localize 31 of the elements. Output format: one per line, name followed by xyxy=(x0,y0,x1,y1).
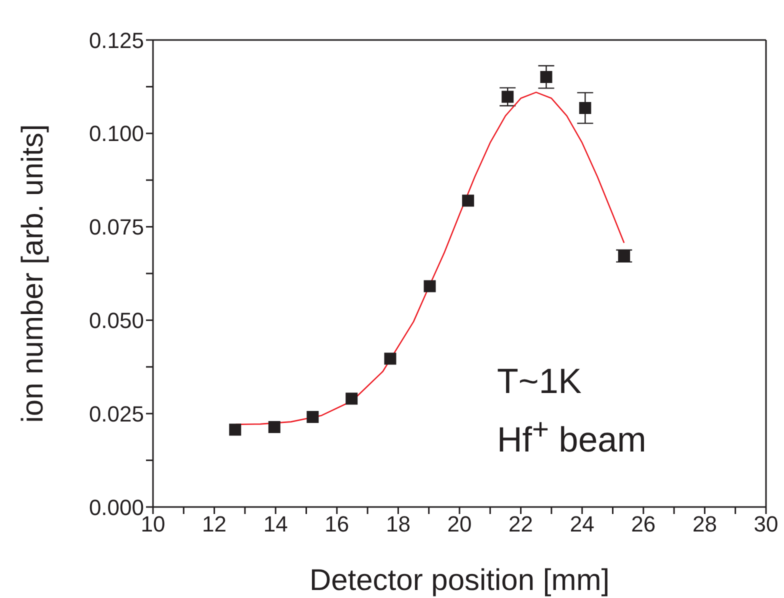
point xyxy=(540,70,552,83)
annotation: T~1K xyxy=(497,361,583,403)
point xyxy=(306,410,319,423)
point xyxy=(384,352,396,365)
x-tick-label: 26 xyxy=(631,512,656,537)
point xyxy=(346,392,358,405)
x-tick-label: 16 xyxy=(324,512,350,537)
y-tick-label: 0.075 xyxy=(88,214,144,240)
point xyxy=(618,250,630,262)
annotation: Hf$^{+}$ beam xyxy=(497,413,646,462)
x-axis-title: Detector position [mm] xyxy=(309,564,610,597)
x-tick-label: 22 xyxy=(508,512,534,537)
y-axis-title: ion number [arb. units] xyxy=(16,124,50,423)
point xyxy=(502,90,514,103)
point xyxy=(229,424,242,436)
point xyxy=(424,280,436,292)
y-tick-label: 0.100 xyxy=(88,121,144,146)
x-tick-label: 20 xyxy=(447,512,472,537)
y-tick-label: 0.025 xyxy=(88,401,144,426)
y-tick-label: 0.125 xyxy=(88,28,144,53)
x-tick-label: 30 xyxy=(754,512,778,537)
y-tick-label: 0.000 xyxy=(88,494,144,520)
x-tick-label: 18 xyxy=(386,512,410,537)
point xyxy=(268,421,280,434)
x-tick-label: 28 xyxy=(692,512,717,537)
y-tick-label: 0.050 xyxy=(88,308,144,334)
x-tick-label: 24 xyxy=(570,512,594,537)
point xyxy=(462,194,474,207)
x-tick-label: 14 xyxy=(263,512,288,537)
x-tick-label: 12 xyxy=(202,512,227,537)
point xyxy=(579,102,592,114)
